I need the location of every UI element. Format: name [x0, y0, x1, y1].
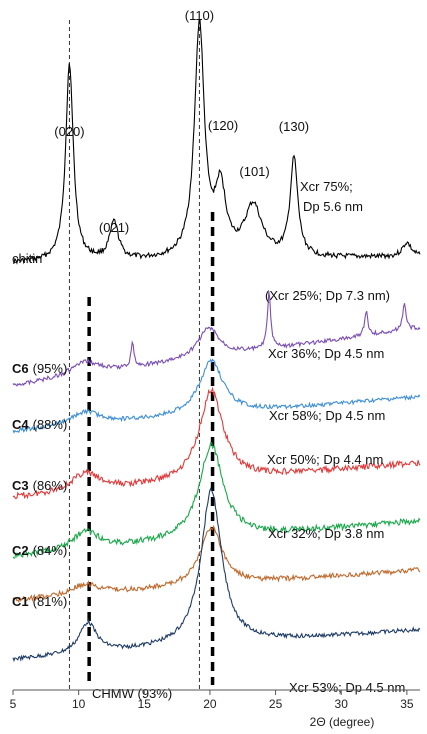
series-note-2: Xcr 36%; Dp 4.5 nm [268, 346, 384, 361]
series-line-4 [12, 441, 421, 559]
sample-label-2: C4 (88%) [12, 417, 67, 432]
peak-label-5: (130) [279, 119, 309, 134]
peak-label-1: (021) [99, 220, 129, 235]
series-line-3 [12, 386, 421, 500]
series-note2-0: Dp 5.6 nm [303, 199, 363, 214]
x-axis: 5 10 15 20 25 30 35 [10, 689, 420, 711]
sample-name-1: C6 [12, 361, 29, 376]
sample-name-4: C2 [12, 543, 29, 558]
x-tick-label-4: 25 [269, 697, 283, 711]
series-line-1 [12, 291, 421, 387]
series-line-5 [12, 524, 421, 603]
peak-labels: (020) (021) (110) (120) (101) (130) [54, 8, 309, 235]
sample-label-4: C2 (84%) [12, 543, 67, 558]
series-annotations: Xcr 75%; Dp 5.6 nm (Xcr 25%; Dp 7.3 nm) Xcr… [265, 179, 405, 695]
series-line-0 [12, 19, 421, 265]
series-note-6: Xcr 53%; Dp 4.5 nm [289, 680, 405, 695]
peak-label-2: (110) [185, 8, 214, 23]
x-tick-label-5: 30 [335, 697, 349, 711]
sample-label-6: CHMW (93%) [92, 686, 172, 701]
sample-name-0: chitin [12, 251, 42, 266]
series-note-3: Xcr 58%; Dp 4.5 nm [269, 408, 385, 423]
series-group [12, 19, 421, 663]
peak-label-0: (020) [54, 124, 84, 139]
sample-labels: chitin C6 (95%) C4 (88%) C3 (86%) C2 (84%) C1 (81%… [12, 251, 172, 701]
sample-pct-4: (84%) [33, 543, 68, 558]
sample-pct-2: (88%) [33, 417, 68, 432]
sample-name-3: C3 [12, 478, 29, 493]
peak-label-4: (101) [239, 164, 269, 179]
sample-pct-3: (86%) [33, 478, 68, 493]
series-note-4: Xcr 50%; Dp 4.4 nm [267, 452, 383, 467]
sample-label-0: chitin [12, 251, 42, 266]
sample-name-6: CHMW (93%) [92, 686, 172, 701]
x-tick-label-1: 10 [72, 697, 86, 711]
sample-label-3: C3 (86%) [12, 478, 67, 493]
series-line-2 [12, 358, 421, 434]
series-note-0: Xcr 75%; [300, 179, 353, 194]
x-tick-label-6: 35 [400, 697, 414, 711]
x-tick-label-3: 20 [203, 697, 217, 711]
series-note-1: (Xcr 25%; Dp 7.3 nm) [265, 288, 390, 303]
series-note-5: Xcr 32%; Dp 3.8 nm [268, 526, 384, 541]
x-tick-label-0: 5 [10, 697, 17, 711]
x-tick-label-2: 15 [138, 697, 152, 711]
x-axis-label: 2Θ (degree) [310, 715, 375, 729]
series-line-6 [12, 487, 421, 663]
sample-label-5: C1 (81%) [12, 594, 67, 609]
peak-label-3: (120) [208, 118, 238, 133]
sample-name-2: C4 [12, 417, 29, 432]
sample-label-1: C6 (95%) [12, 361, 67, 376]
sample-pct-5: (81%) [33, 594, 68, 609]
sample-name-5: C1 [12, 594, 29, 609]
sample-pct-1: (95%) [33, 361, 68, 376]
